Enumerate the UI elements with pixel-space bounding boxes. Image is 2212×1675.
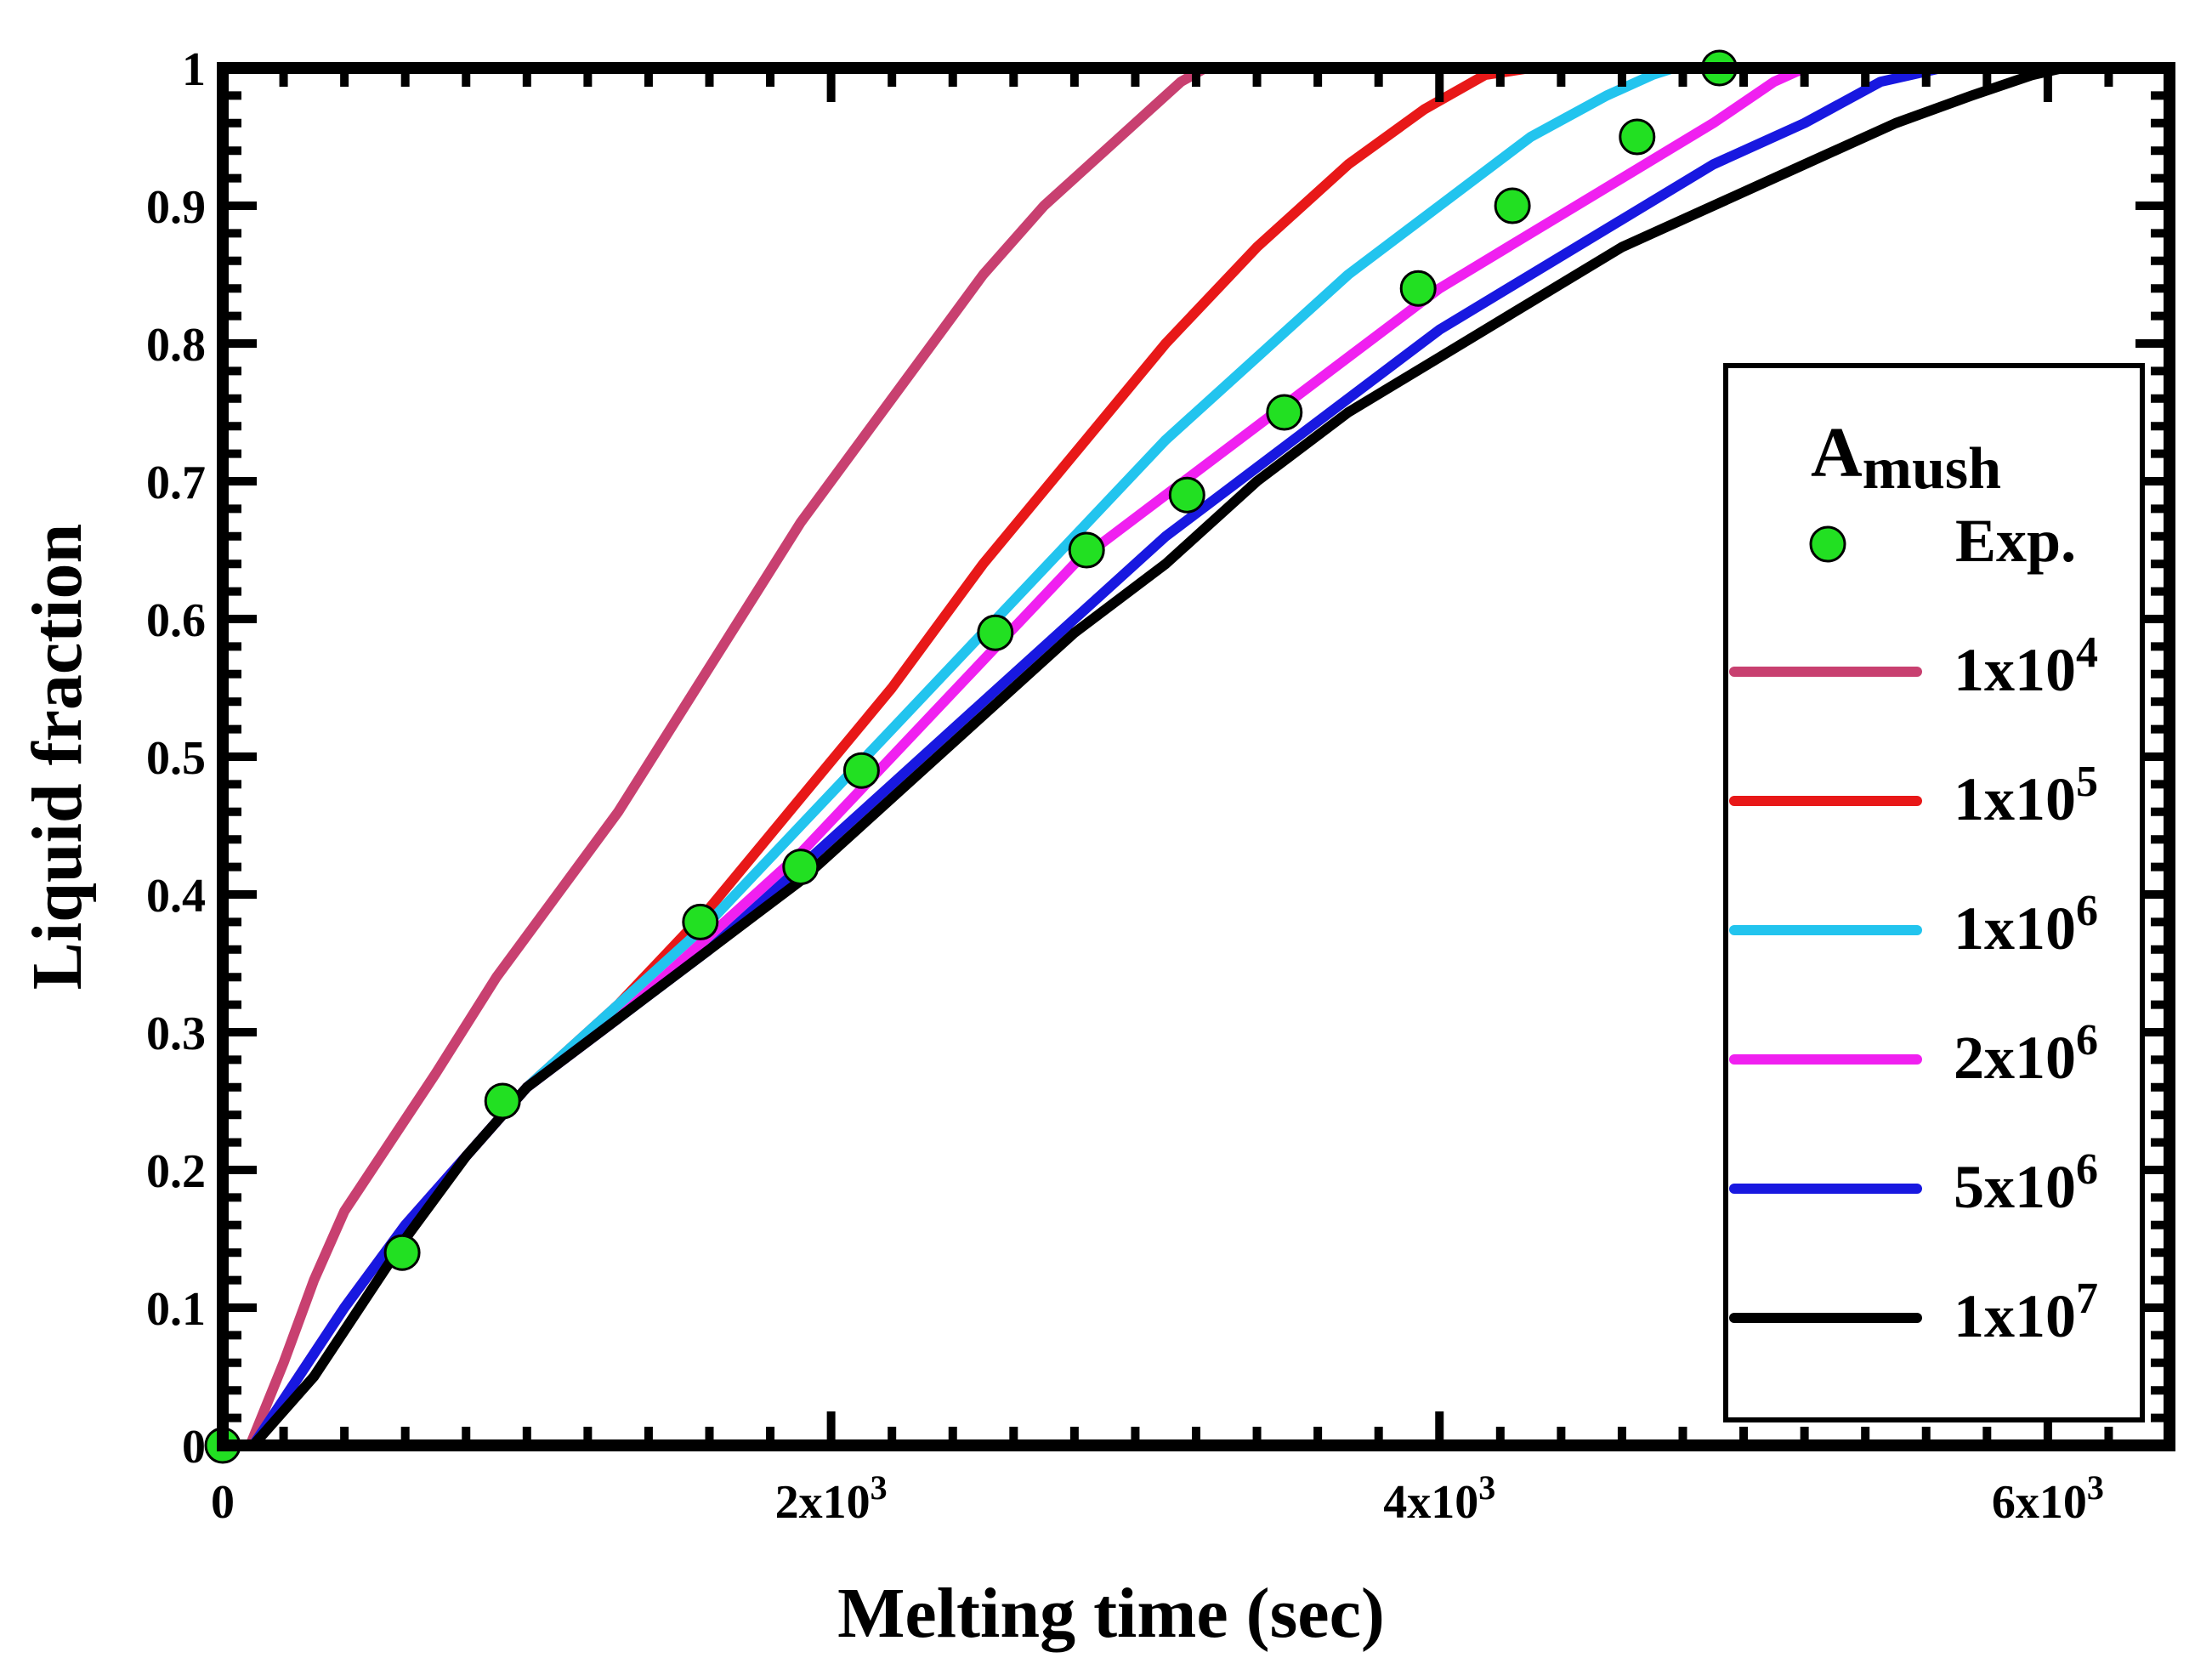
- y-tick-label-5: 0.5: [146, 732, 206, 785]
- exp-point-3: [682, 903, 719, 940]
- x-tick-label-1: 2x103: [775, 1468, 888, 1529]
- legend-label-3: 2x106: [1954, 1016, 2098, 1092]
- exp-point-7: [1068, 531, 1105, 569]
- label-layer: 0 0.1 0.2 0.3 0.4 0.5 0.6 0.7 0.8 0.9 1 0 2x103 4x103…: [18, 43, 2104, 1653]
- x-tick-label-3: 6x103: [1992, 1468, 2104, 1529]
- x-tick-label-0: 0: [211, 1476, 235, 1529]
- tick-layer: [218, 64, 2174, 1450]
- y-tick-label-7: 0.7: [146, 457, 206, 509]
- exp-point-11: [1494, 187, 1531, 224]
- y-tick-label-0: 0: [182, 1421, 206, 1473]
- series-layer: [218, 63, 2068, 1451]
- exp-point-9: [1266, 394, 1303, 431]
- y-tick-label-10: 1: [182, 43, 206, 96]
- exp-point-10: [1399, 270, 1437, 307]
- y-tick-label-3: 0.3: [146, 1008, 206, 1060]
- exp-point-5: [842, 752, 880, 789]
- y-tick-label-6: 0.6: [146, 594, 206, 647]
- series-line-1x10e4-0: [218, 63, 1211, 1451]
- legend-label-exp: Exp.: [1955, 507, 2076, 575]
- y-tick-label-8: 0.8: [146, 319, 206, 372]
- y-axis-title: Liquid fraction: [18, 524, 97, 990]
- exp-point-1: [383, 1234, 421, 1271]
- exp-point-4: [782, 849, 820, 886]
- x-tick-label-2: 4x103: [1383, 1468, 1495, 1529]
- legend-label-4: 5x106: [1954, 1145, 2098, 1221]
- x-axis-title: Melting time (sec): [837, 1574, 1385, 1653]
- legend-title: Amush: [1811, 413, 2001, 502]
- exp-point-12: [1619, 118, 1656, 156]
- exp-point-2: [484, 1082, 521, 1120]
- y-tick-label-9: 0.9: [146, 181, 206, 234]
- legend-label-0: 1x104: [1954, 628, 2098, 704]
- y-tick-label-1: 0.1: [146, 1283, 206, 1336]
- legend-label-5: 1x107: [1954, 1275, 2098, 1350]
- exp-point-6: [977, 614, 1014, 651]
- legend-box: [1723, 363, 2145, 1422]
- y-tick-label-4: 0.4: [146, 870, 206, 923]
- legend-label-1: 1x105: [1954, 758, 2098, 833]
- exp-point-8: [1168, 476, 1205, 514]
- y-tick-label-2: 0.2: [146, 1145, 206, 1198]
- legend-marker-exp: [1809, 525, 1846, 563]
- legend-label-2: 1x106: [1954, 887, 2098, 962]
